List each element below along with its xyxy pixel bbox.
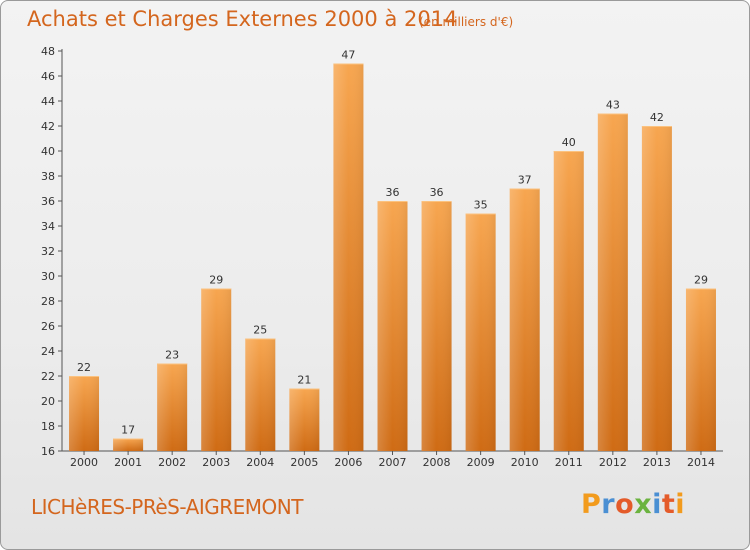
bar-value-label: 43 bbox=[606, 99, 620, 112]
place-name: LICHèRES-PRèS-AIGREMONT bbox=[31, 495, 303, 519]
bar-shine bbox=[333, 63, 364, 451]
bar-shine bbox=[201, 288, 232, 451]
bar-value-label: 36 bbox=[430, 186, 444, 199]
x-tick-label: 2009 bbox=[467, 456, 495, 469]
y-tick-label: 48 bbox=[41, 45, 55, 58]
x-tick-label: 2004 bbox=[246, 456, 274, 469]
bar-value-label: 40 bbox=[562, 136, 576, 149]
y-tick-label: 42 bbox=[41, 120, 55, 133]
y-tick-label: 26 bbox=[41, 320, 55, 333]
x-tick-label: 2006 bbox=[334, 456, 362, 469]
y-tick-label: 20 bbox=[41, 395, 55, 408]
x-tick-label: 2008 bbox=[423, 456, 451, 469]
x-tick-label: 2014 bbox=[687, 456, 715, 469]
x-tick-label: 2003 bbox=[202, 456, 230, 469]
x-tick-label: 2012 bbox=[599, 456, 627, 469]
bar-value-label: 23 bbox=[165, 349, 179, 362]
y-tick-label: 40 bbox=[41, 145, 55, 158]
bar-value-label: 22 bbox=[77, 361, 91, 374]
y-tick-label: 38 bbox=[41, 170, 55, 183]
bar-value-label: 35 bbox=[474, 199, 488, 212]
bar-value-label: 29 bbox=[694, 274, 708, 287]
y-tick-label: 16 bbox=[41, 445, 55, 458]
proxiti-logo: Proxiti bbox=[581, 489, 686, 520]
bar-shine bbox=[597, 113, 628, 451]
x-tick-label: 2001 bbox=[114, 456, 142, 469]
bar-shine bbox=[289, 388, 320, 451]
bar-shine bbox=[245, 338, 276, 451]
y-tick-label: 36 bbox=[41, 195, 55, 208]
bar-value-label: 17 bbox=[121, 424, 135, 437]
bar-value-label: 36 bbox=[386, 186, 400, 199]
chart-title: Achats et Charges Externes 2000 à 2014 bbox=[27, 7, 458, 31]
y-tick-label: 28 bbox=[41, 295, 55, 308]
bar-value-label: 47 bbox=[341, 49, 355, 62]
bar-shine bbox=[113, 438, 144, 451]
bar-shine bbox=[377, 201, 408, 451]
y-tick-label: 18 bbox=[41, 420, 55, 433]
x-tick-label: 2013 bbox=[643, 456, 671, 469]
bar-value-label: 42 bbox=[650, 111, 664, 124]
bar-value-label: 21 bbox=[297, 374, 311, 387]
bar-shine bbox=[685, 288, 716, 451]
bar-shine bbox=[421, 201, 452, 451]
y-tick-label: 32 bbox=[41, 245, 55, 258]
y-tick-label: 30 bbox=[41, 270, 55, 283]
chart-subtitle: (en milliers d'€) bbox=[419, 15, 514, 29]
bar-shine bbox=[641, 126, 672, 451]
bar-shine bbox=[465, 213, 496, 451]
x-tick-label: 2007 bbox=[379, 456, 407, 469]
y-tick-label: 34 bbox=[41, 220, 55, 233]
x-tick-label: 2010 bbox=[511, 456, 539, 469]
x-tick-label: 2011 bbox=[555, 456, 583, 469]
y-tick-label: 24 bbox=[41, 345, 55, 358]
y-tick-label: 22 bbox=[41, 370, 55, 383]
bar-shine bbox=[69, 376, 100, 451]
y-tick-label: 46 bbox=[41, 70, 55, 83]
bar-value-label: 37 bbox=[518, 174, 532, 187]
x-tick-label: 2005 bbox=[290, 456, 318, 469]
bar-shine bbox=[509, 188, 540, 451]
bar-value-label: 25 bbox=[253, 324, 267, 337]
bar-shine bbox=[157, 363, 188, 451]
x-tick-label: 2000 bbox=[70, 456, 98, 469]
x-tick-label: 2002 bbox=[158, 456, 186, 469]
bar-shine bbox=[553, 151, 584, 451]
y-tick-label: 44 bbox=[41, 95, 55, 108]
bar-value-label: 29 bbox=[209, 274, 223, 287]
